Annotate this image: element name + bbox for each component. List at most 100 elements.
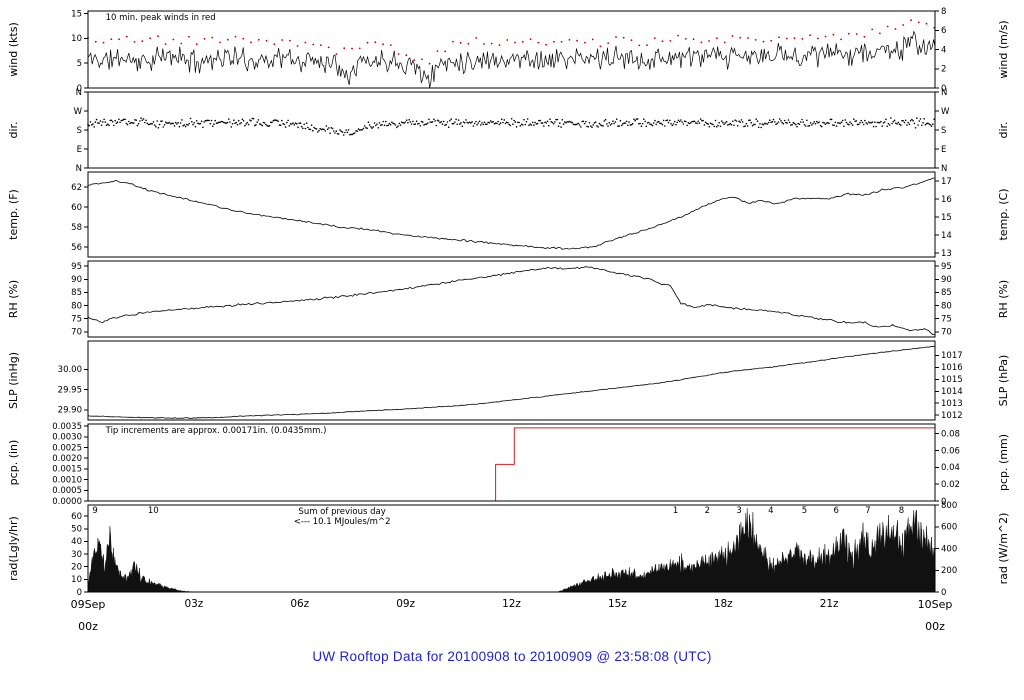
ytick-right-rad: 200 <box>941 566 957 576</box>
panel-frame-dir <box>87 91 936 169</box>
ytick-left-rad: 50 <box>71 525 82 535</box>
ytick-left-slp: 29.90 <box>58 406 82 416</box>
series-rad <box>87 508 936 593</box>
axis-label-left-dir: dir. <box>7 121 20 138</box>
ytick-right-pcp: 0.04 <box>941 463 960 473</box>
xtick-label: 15z <box>608 598 627 610</box>
ytick-left-wind: 5 <box>77 59 82 69</box>
hour-mark-rad: 5 <box>802 506 807 516</box>
ytick-left-rh: 80 <box>71 301 82 311</box>
ytick-right-dir: N <box>941 164 947 174</box>
series-rh <box>87 266 935 335</box>
panel-pcp: 0.00000.00050.00100.00150.00200.00250.00… <box>7 422 1010 507</box>
ytick-right-rad: 800 <box>941 501 957 511</box>
series-dots-dir <box>87 117 935 136</box>
ytick-right-slp: 1014 <box>941 387 963 397</box>
ytick-right-rad: 600 <box>941 523 957 533</box>
ytick-right-slp: 1015 <box>941 375 963 385</box>
hour-mark-rad: 2 <box>705 506 710 516</box>
ytick-right-slp: 1016 <box>941 363 963 373</box>
ytick-right-rad: 400 <box>941 544 957 554</box>
axis-label-right-dir: dir. <box>997 121 1010 138</box>
series-wind <box>87 30 936 89</box>
ytick-right-pcp: 0.06 <box>941 446 960 456</box>
xtick-label: 12z <box>502 598 521 610</box>
ytick-left-rad: 40 <box>71 537 82 547</box>
ytick-right-wind: 0 <box>941 84 946 94</box>
ytick-right-temp: 13 <box>941 249 952 259</box>
ytick-left-wind: 10 <box>71 34 82 44</box>
ytick-left-wind: 0 <box>77 84 82 94</box>
ytick-right-dir: W <box>941 107 950 117</box>
ytick-left-rh: 95 <box>71 262 82 272</box>
ytick-right-wind: 8 <box>941 7 946 17</box>
ytick-left-rad: 30 <box>71 550 82 560</box>
x-axis: 03z 06z 09z 12z 15z 18z 21z 09Sep 00z 10Sep 00z <box>71 598 953 633</box>
panel-temp: 56 58 60 62 13 14 15 16 17 temp. (F) temp. (C) <box>7 171 1010 259</box>
axis-label-right-temp: temp. (C) <box>997 188 1010 240</box>
ytick-right-rh: 70 <box>941 328 952 338</box>
hour-mark-rad: 8 <box>899 506 904 516</box>
panel-frame-rh <box>87 260 936 338</box>
series-slp <box>87 345 935 419</box>
ytick-right-dir: N <box>941 88 947 98</box>
ytick-left-temp: 62 <box>71 183 82 193</box>
series-temp <box>88 177 935 250</box>
ytick-left-wind: 15 <box>71 9 82 19</box>
panel-rh: 70 75 80 85 90 95 70 75 80 85 90 95 RH (%) RH (%) <box>7 260 1010 338</box>
annotation-wind: 10 min. peak winds in red <box>106 13 216 23</box>
ytick-left-slp: 30.00 <box>58 365 82 375</box>
axis-label-right-pcp: pcp. (mm) <box>997 434 1010 491</box>
panel-frame-pcp <box>87 423 936 502</box>
ytick-left-rh: 70 <box>71 328 82 338</box>
annotation-rad: <--- 10.1 MJoules/m^2 <box>294 517 391 527</box>
ytick-left-rh: 85 <box>71 288 82 298</box>
ytick-right-pcp: 0.08 <box>941 429 960 439</box>
axis-label-left-slp: SLP (inHg) <box>7 352 20 409</box>
ytick-left-temp: 56 <box>71 243 82 253</box>
ytick-right-wind: 4 <box>941 45 946 55</box>
panel-wind: 0 5 10 15 0 2 4 6 8 wind (kts) wind (m/s) 10 min. p… <box>7 7 1010 94</box>
x-end-date: 10Sep <box>918 598 953 611</box>
ytick-right-rad: 0 <box>941 588 946 598</box>
ytick-right-temp: 15 <box>941 213 952 223</box>
x-start-hour: 00z <box>78 620 98 633</box>
ytick-right-dir: S <box>941 126 946 136</box>
ytick-right-dir: E <box>941 145 946 155</box>
x-end-hour: 00z <box>925 620 945 633</box>
hour-mark-rad: 3 <box>736 506 741 516</box>
ytick-left-pcp: 0.0030 <box>52 433 82 443</box>
axis-label-right-wind: wind (m/s) <box>997 20 1010 78</box>
figure-title: UW Rooftop Data for 20100908 to 20100909… <box>312 649 712 664</box>
ytick-left-pcp: 0.0000 <box>52 497 82 507</box>
ytick-right-temp: 17 <box>941 177 952 187</box>
series-pcp <box>88 427 935 502</box>
hour-mark-rad: 1 <box>673 506 678 516</box>
xtick-label: 21z <box>820 598 839 610</box>
xtick-label: 06z <box>290 598 309 610</box>
ytick-right-pcp: 0.02 <box>941 480 960 490</box>
hour-mark-rad: 7 <box>865 506 870 516</box>
ytick-right-slp: 1012 <box>941 411 963 421</box>
ytick-right-rh: 90 <box>941 275 952 285</box>
axis-label-left-temp: temp. (F) <box>7 189 20 240</box>
axis-label-right-rh: RH (%) <box>997 280 1010 318</box>
hour-mark-rad: 9 <box>92 506 97 516</box>
hour-mark-rad: 10 <box>148 506 159 516</box>
panel-slp: 29.90 29.95 30.00 1012 1013 1014 1015 1016 1017 S… <box>7 340 1010 421</box>
ytick-right-rh: 85 <box>941 288 952 298</box>
ytick-right-rh: 95 <box>941 262 952 272</box>
axis-label-left-pcp: pcp. (in) <box>7 440 20 486</box>
hour-mark-rad: 4 <box>768 506 773 516</box>
ytick-right-wind: 6 <box>941 26 946 36</box>
xtick-label: 18z <box>714 598 733 610</box>
ytick-left-dir: N <box>76 164 82 174</box>
annotation-rad: Sum of previous day <box>298 507 385 517</box>
ytick-left-pcp: 0.0015 <box>52 465 82 475</box>
axis-label-left-rad: rad(Lgly/hr) <box>7 516 20 581</box>
ytick-right-pcp: 0 <box>941 497 946 507</box>
ytick-right-slp: 1017 <box>941 351 963 361</box>
series-dots-wind <box>87 19 936 65</box>
